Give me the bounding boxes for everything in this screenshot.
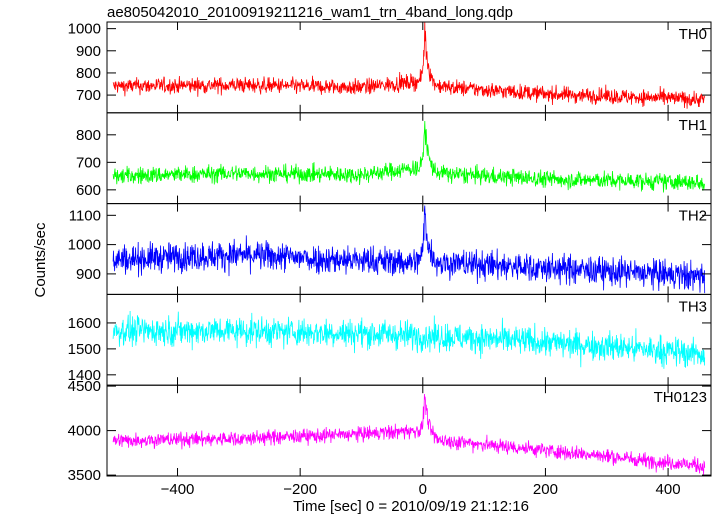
x-tick-label: 200: [533, 481, 558, 498]
y-tick-label: 700: [76, 87, 101, 104]
panel-label-th3: TH3: [679, 298, 707, 315]
panels-group: 700 800 900 1000 TH0 600 700 800 TH1 900 1000 1100 T…: [68, 21, 712, 498]
panel-th0: 700 800 900 1000 TH0: [68, 21, 712, 114]
series-line-th0: [112, 22, 706, 109]
y-tick-label: 900: [76, 43, 101, 60]
series-line-th3: [112, 310, 706, 369]
y-tick-label: 1500: [68, 341, 101, 358]
panel-th1: 600 700 800 TH1: [76, 112, 712, 205]
series-line-th0123: [112, 393, 706, 475]
y-tick-label: 4000: [68, 423, 101, 440]
panel-label-th0123: TH0123: [654, 389, 707, 406]
y-tick-label: 800: [76, 127, 101, 144]
panel-label-th1: TH1: [679, 117, 707, 134]
series-line-th2: [112, 205, 706, 294]
y-tick-label: 1000: [68, 21, 101, 38]
panel-th3: 1400 1500 1600 TH3: [68, 293, 712, 386]
panel-th0123: 3500 4000 4500 TH0123: [68, 378, 712, 484]
y-tick-label: 1000: [68, 237, 101, 254]
y-axis-label: Counts/sec: [32, 222, 49, 298]
y-tick-label: 1400: [68, 367, 101, 384]
y-tick-label: 800: [76, 65, 101, 82]
x-tick-label: 0: [419, 481, 427, 498]
panel-label-th0: TH0: [679, 26, 707, 43]
panel-frame: [106, 112, 712, 205]
y-tick-label: 1100: [69, 207, 101, 224]
y-tick-label: 900: [76, 266, 101, 283]
panel-th2: 900 1000 1100 TH2: [68, 203, 712, 295]
y-tick-label: 700: [76, 154, 101, 171]
x-axis-label: Time [sec] 0 = 2010/09/19 21:12:16: [293, 498, 529, 515]
panel-label-th2: TH2: [679, 208, 707, 225]
y-tick-label: 3500: [68, 467, 101, 484]
y-tick-label: 4500: [68, 378, 101, 395]
y-tick-label: 600: [76, 182, 101, 199]
chart-title: ae805042010_20100919211216_wam1_trn_4ban…: [107, 4, 513, 21]
x-tick-label: −200: [283, 481, 317, 498]
x-tick-label: −400: [161, 481, 195, 498]
y-tick-label: 1600: [68, 315, 101, 332]
series-line-th1: [112, 120, 706, 193]
x-tick-label: 400: [656, 481, 681, 498]
